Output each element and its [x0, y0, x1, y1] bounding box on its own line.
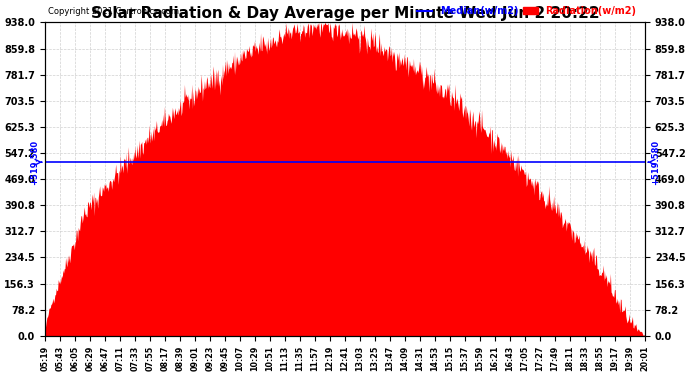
Legend: Median(w/m2), Radiation(w/m2): Median(w/m2), Radiation(w/m2): [413, 2, 640, 20]
Title: Solar Radiation & Day Average per Minute Wed Jun 2 20:22: Solar Radiation & Day Average per Minute…: [90, 6, 600, 21]
Text: +519.580: +519.580: [651, 140, 660, 185]
Text: Copyright 2021 Cartronics.com: Copyright 2021 Cartronics.com: [48, 7, 179, 16]
Text: +519.580: +519.580: [30, 140, 39, 185]
